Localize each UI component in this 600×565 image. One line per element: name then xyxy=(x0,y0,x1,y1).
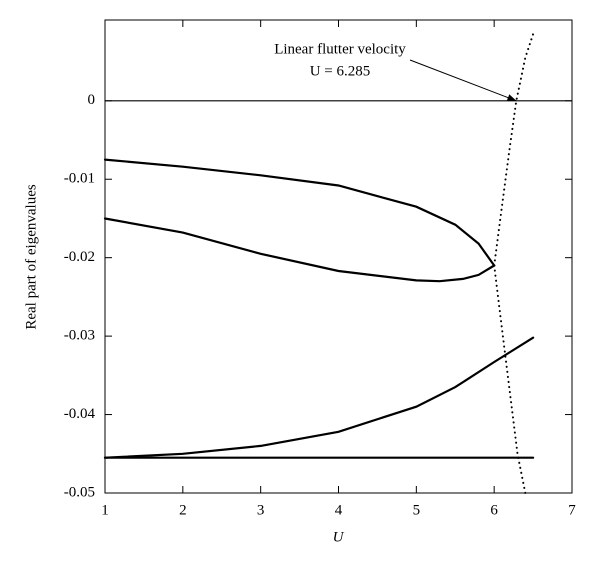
x-tick-label: 2 xyxy=(179,502,187,518)
y-tick-label: -0.05 xyxy=(64,484,95,500)
y-tick-label: -0.01 xyxy=(64,171,95,187)
annotation-text: U = 6.285 xyxy=(310,63,371,79)
line xyxy=(103,158,496,267)
x-tick-label: 5 xyxy=(413,502,421,518)
x-tick-label: 7 xyxy=(568,502,576,518)
line xyxy=(103,336,535,459)
x-tick-label: 4 xyxy=(335,502,343,518)
y-tick-label: 0 xyxy=(88,92,96,108)
x-tick-label: 1 xyxy=(101,502,109,518)
y-tick-label: -0.04 xyxy=(64,406,96,422)
dotted-line xyxy=(493,264,527,494)
y-tick-label: -0.03 xyxy=(64,328,95,344)
annotation-arrow xyxy=(409,59,517,102)
dotted-line xyxy=(493,33,535,267)
x-axis-label: U xyxy=(333,529,345,545)
y-tick-label: -0.02 xyxy=(64,249,95,265)
plot-frame xyxy=(104,19,573,494)
x-tick-label: 6 xyxy=(490,502,498,518)
y-axis-label: Real part of eigenvalues xyxy=(23,184,39,330)
annotation-text: Linear flutter velocity xyxy=(274,41,406,57)
line xyxy=(103,217,496,283)
x-tick-label: 3 xyxy=(257,502,265,518)
